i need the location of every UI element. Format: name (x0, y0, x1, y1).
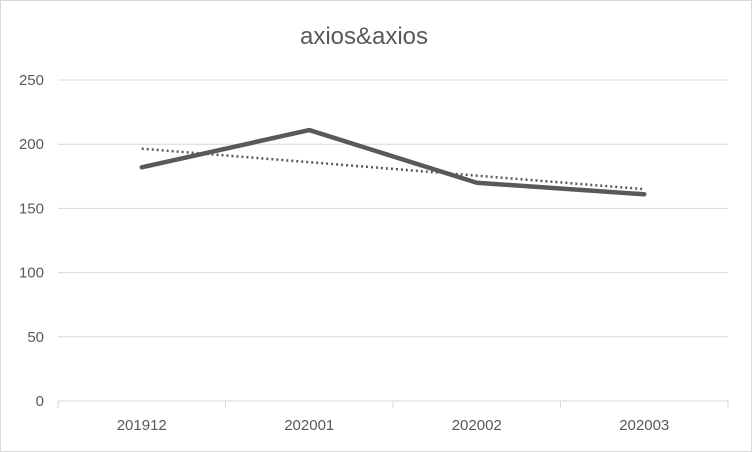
y-tick-label: 0 (36, 393, 44, 410)
x-axis (57, 400, 729, 408)
y-tick-label: 100 (19, 265, 44, 282)
x-axis-tick-labels: 201912 202001 202002 202003 (117, 417, 670, 434)
y-tick-label: 200 (19, 136, 44, 153)
series-lines (139, 127, 647, 197)
trendline-dotted (141, 147, 645, 191)
x-tick-label: 202002 (452, 417, 502, 434)
series-line (139, 127, 647, 197)
x-tick-label: 202001 (284, 417, 334, 434)
y-tick-label: 150 (19, 200, 44, 217)
y-tick-label: 50 (27, 329, 44, 346)
x-tick-label: 201912 (117, 417, 167, 434)
x-tick-label: 202003 (619, 417, 669, 434)
y-tick-label: 250 (19, 72, 44, 89)
y-axis-tick-labels: 0 50 100 150 200 250 (19, 72, 44, 410)
chart-title: axios&axios (300, 23, 428, 50)
gridlines (58, 79, 728, 338)
